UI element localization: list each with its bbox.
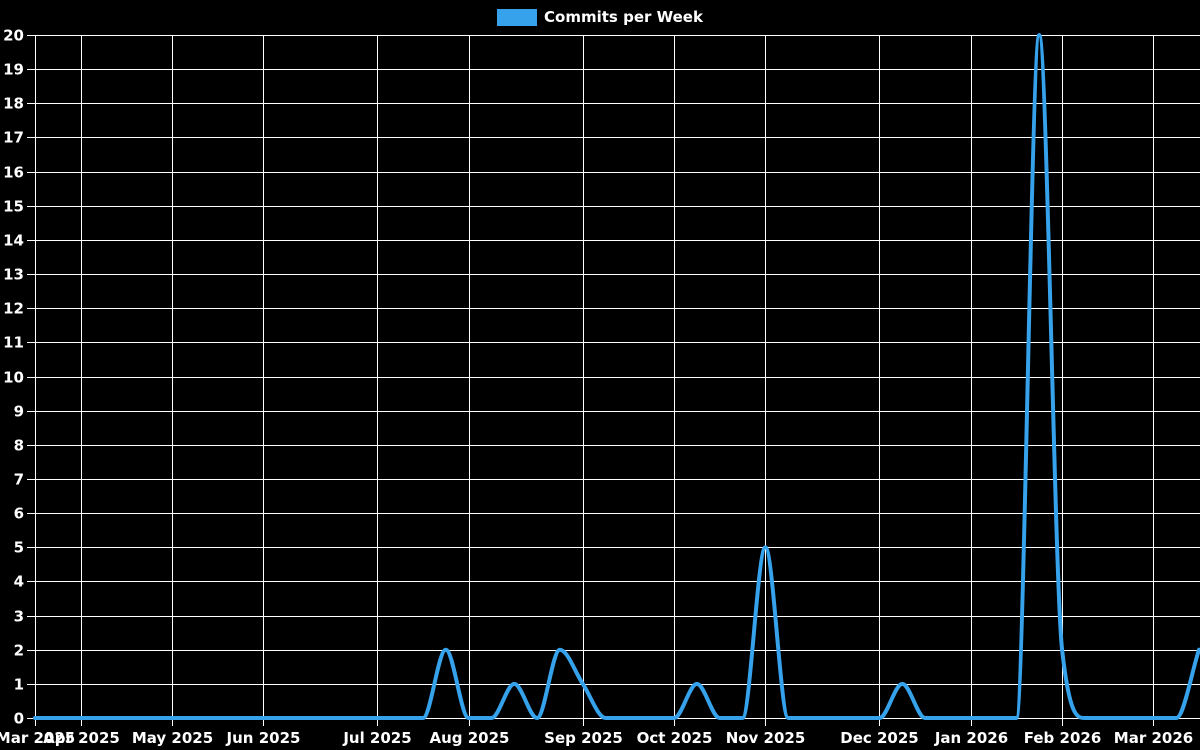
axis-tickmarks [27,35,1154,726]
legend-label: Commits per Week [544,8,703,26]
x-tick-label: Jun 2025 [226,729,301,747]
y-tick-label: 8 [14,437,24,455]
y-tick-label: 15 [3,198,24,216]
y-tick-label: 1 [14,676,24,694]
commits-line-series[interactable] [33,33,1200,720]
x-tick-label: Apr 2025 [43,729,120,747]
x-tick-label: Mar 2026 [1114,729,1193,747]
y-tick-label: 20 [3,27,24,45]
y-tick-label: 3 [14,608,24,626]
y-tick-label: 13 [3,266,24,284]
legend-color-swatch [497,8,538,26]
x-tick-label: Sep 2025 [544,729,623,747]
x-tick-label: Jan 2026 [934,729,1008,747]
y-tick-label: 7 [14,471,24,489]
x-tick-label: Oct 2025 [637,729,713,747]
y-tick-label: 17 [3,129,24,147]
y-tick-label: 5 [14,539,24,557]
y-tick-label: 16 [3,164,24,182]
x-tick-label: Dec 2025 [840,729,919,747]
vertical-gridlines [35,35,1154,718]
x-tick-label: Jul 2025 [342,729,411,747]
x-tick-label: Nov 2025 [726,729,806,747]
chart-legend[interactable]: Commits per Week [0,8,1200,26]
x-tick-label: Mar 2025 [0,729,75,747]
y-tick-label: 9 [14,403,24,421]
y-tick-label: 10 [3,369,24,387]
y-tick-label: 0 [14,710,24,728]
y-tick-label: 18 [3,95,24,113]
x-tick-label: May 2025 [132,729,213,747]
x-tick-label: Aug 2025 [430,729,510,747]
y-tick-label: 19 [3,61,24,79]
x-tick-label: Feb 2026 [1024,729,1102,747]
horizontal-gridlines [35,35,1200,719]
y-tick-label: 12 [3,300,24,318]
y-tick-label: 11 [3,334,24,352]
y-tick-label: 14 [3,232,24,250]
y-tick-label: 6 [14,505,24,523]
y-tick-label: 2 [14,642,24,660]
y-tick-label: 4 [14,573,24,591]
